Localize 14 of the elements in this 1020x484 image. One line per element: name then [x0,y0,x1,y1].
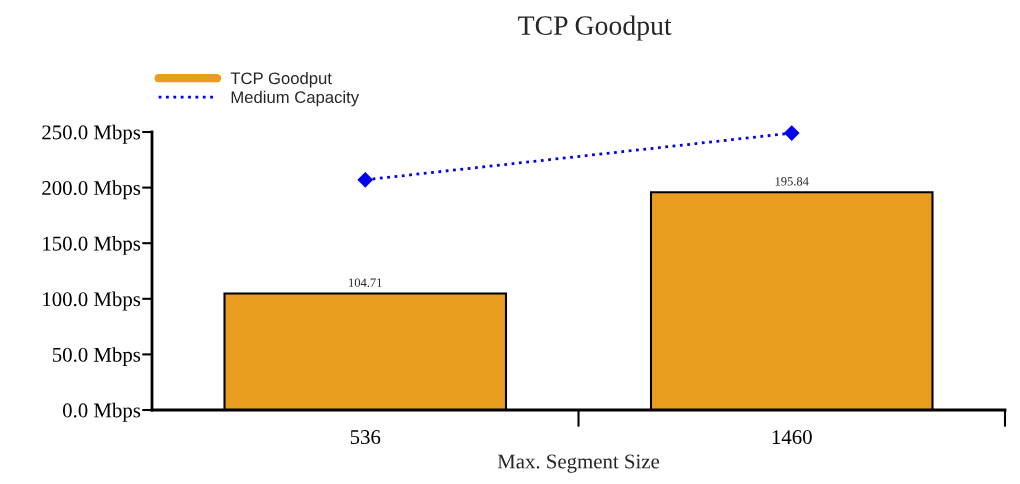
x-tick-label: 536 [350,430,381,445]
legend-label: TCP Goodput [230,71,332,88]
chart-title: TCP Goodput [518,15,672,41]
y-tick-label: 250.0 Mbps [42,124,141,144]
y-tick-label: 100.0 Mbps [43,291,141,311]
data-label: 195.84 [775,177,809,186]
x-axis-title: Max. Segment Size [497,454,660,473]
legend-label: Medium Capacity [231,90,360,107]
y-tick-label: 50.0 Mbps [52,347,141,367]
data-label: 104.71 [349,278,382,287]
y-tick-label: 150.0 Mbps [43,235,141,255]
x-tick-label: 1460 [772,430,812,445]
y-tick-label: 0.0 Mbps [62,402,141,422]
y-tick-label: 200.0 Mbps [42,180,141,200]
